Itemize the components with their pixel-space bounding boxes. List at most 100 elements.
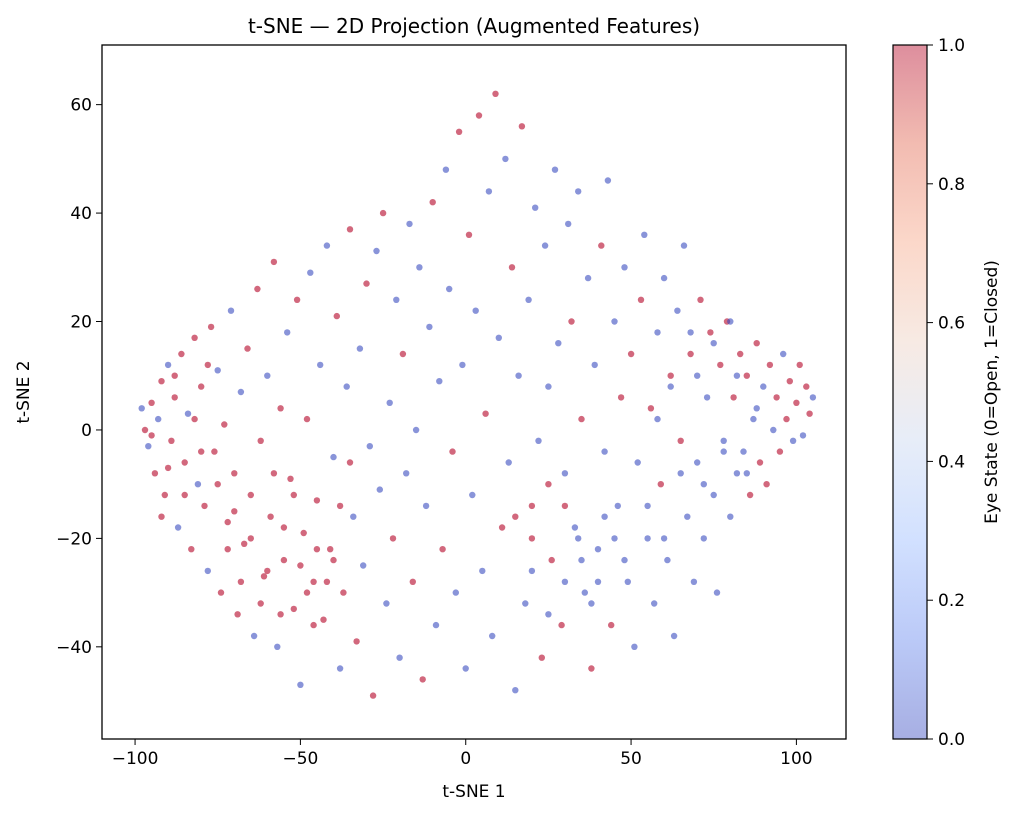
scatter-point <box>551 166 559 173</box>
scatter-point <box>611 535 618 542</box>
scatter-point <box>789 437 797 444</box>
scatter-point <box>323 578 331 585</box>
scatter-point <box>416 264 423 271</box>
scatter-point <box>766 361 774 369</box>
scatter-point <box>733 372 741 379</box>
scatter-point <box>594 546 602 553</box>
colorbar-tick-label: 0.8 <box>938 175 965 195</box>
scatter-point <box>528 535 536 542</box>
scatter-point <box>356 345 364 352</box>
scatter-point <box>164 464 172 472</box>
scatter-point <box>303 589 311 596</box>
scatter-point <box>148 432 155 439</box>
scatter-point <box>763 481 770 488</box>
scatter-point <box>350 513 357 520</box>
scatter-point <box>783 415 790 423</box>
x-tick-label: −50 <box>282 749 318 769</box>
plot-frame <box>101 44 847 740</box>
scatter-point <box>310 578 317 585</box>
scatter-point <box>670 632 678 640</box>
scatter-point <box>634 459 641 466</box>
scatter-point <box>323 242 331 249</box>
scatter-point <box>733 470 741 477</box>
scatter-point <box>565 220 572 228</box>
scatter-point <box>568 318 575 325</box>
scatter-point <box>796 361 803 369</box>
scatter-point <box>224 518 231 526</box>
scatter-point <box>264 372 271 379</box>
scatter-point <box>644 535 651 542</box>
scatter-point <box>297 681 304 688</box>
scatter-point <box>512 513 519 520</box>
scatter-point <box>631 643 638 650</box>
colorbar-tick-label: 0.4 <box>938 452 965 472</box>
scatter-point <box>234 611 241 618</box>
scatter-point <box>310 621 317 629</box>
scatter-point <box>515 372 522 379</box>
scatter-point <box>644 502 651 510</box>
scatter-point <box>386 399 393 406</box>
scatter-point <box>525 296 532 303</box>
scatter-point <box>171 394 178 401</box>
scatter-point <box>462 665 469 672</box>
scatter-point <box>383 600 390 607</box>
scatter-point <box>204 361 211 369</box>
scatter-point <box>336 502 344 510</box>
scatter-point <box>541 242 549 249</box>
scatter-point <box>809 394 817 401</box>
scatter-point <box>637 296 645 303</box>
scatter-point <box>780 350 787 358</box>
chart-title: t-SNE — 2D Projection (Augmented Feature… <box>248 14 700 38</box>
colorbar-tick-label: 0.0 <box>938 730 965 750</box>
scatter-point <box>403 470 410 477</box>
scatter-point <box>204 567 211 575</box>
scatter-point <box>654 415 661 423</box>
scatter-point <box>753 340 760 347</box>
scatter-point <box>369 692 377 699</box>
scatter-point <box>221 421 228 428</box>
scatter-point <box>707 329 714 336</box>
scatter-point <box>475 112 483 119</box>
colorbar-tick-label: 0.6 <box>938 314 965 334</box>
scatter-point <box>786 378 793 385</box>
scatter-point <box>426 323 433 331</box>
scatter-point <box>776 448 784 455</box>
scatter-point <box>366 443 373 450</box>
scatter-point <box>578 556 585 564</box>
x-tick-label: −100 <box>112 749 159 769</box>
scatter-point <box>717 361 724 369</box>
scatter-point <box>730 394 737 401</box>
scatter-point <box>561 470 569 477</box>
scatter-point <box>412 426 420 434</box>
scatter-point <box>217 589 225 596</box>
scatter-point <box>300 529 307 537</box>
scatter-point <box>161 491 168 499</box>
scatter-point <box>621 264 628 271</box>
scatter-point <box>571 524 579 531</box>
scatter-point <box>214 367 221 374</box>
scatter-point <box>158 378 165 385</box>
colorbar-tick-label: 0.2 <box>938 591 965 611</box>
scatter-point <box>178 350 185 358</box>
scatter-point <box>495 334 502 341</box>
y-tick-label: −40 <box>56 638 92 658</box>
scatter-point <box>247 491 254 499</box>
scatter-point <box>280 524 288 531</box>
scatter-point <box>750 415 757 423</box>
scatter-point <box>694 459 701 466</box>
scatter-point <box>528 502 536 510</box>
y-axis-ticks: −40 −20 0 20 40 60 <box>56 96 102 658</box>
scatter-point <box>773 394 780 401</box>
scatter-point <box>313 546 321 553</box>
scatter-point <box>181 491 188 499</box>
scatter-point <box>489 632 496 640</box>
scatter-point <box>333 312 340 320</box>
scatter-point <box>555 340 562 347</box>
scatter-point <box>545 383 552 390</box>
scatter-point <box>141 426 149 434</box>
scatter-point <box>614 502 621 510</box>
scatter-point <box>191 415 198 423</box>
scatter-point <box>446 285 453 293</box>
scatter-point <box>241 540 248 547</box>
